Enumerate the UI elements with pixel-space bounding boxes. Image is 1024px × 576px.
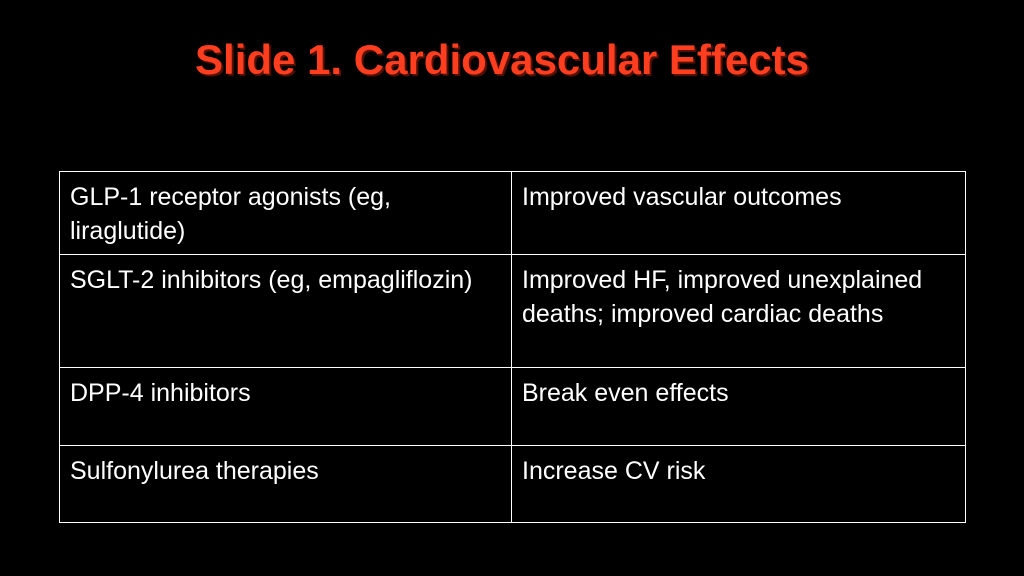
effect-cell: Break even effects: [511, 367, 966, 446]
slide-title: Slide 1. Cardiovascular Effects: [195, 36, 809, 83]
table-row: GLP-1 receptor agonists (eg, liraglutide…: [59, 171, 966, 255]
effect-cell: Improved vascular outcomes: [511, 171, 966, 255]
therapy-cell: DPP-4 inhibitors: [59, 367, 512, 446]
effect-cell: Improved HF, improved unexplained deaths…: [511, 254, 966, 368]
therapy-cell: GLP-1 receptor agonists (eg, liraglutide…: [59, 171, 512, 255]
therapy-cell: SGLT-2 inhibitors (eg, empagliflozin): [59, 254, 512, 368]
effects-table: GLP-1 receptor agonists (eg, liraglutide…: [59, 171, 966, 523]
table-row: DPP-4 inhibitors Break even effects: [59, 367, 966, 446]
therapy-cell: Sulfonylurea therapies: [59, 445, 512, 523]
table-row: SGLT-2 inhibitors (eg, empagliflozin) Im…: [59, 254, 966, 368]
table-row: Sulfonylurea therapies Increase CV risk: [59, 445, 966, 523]
effect-cell: Increase CV risk: [511, 445, 966, 523]
